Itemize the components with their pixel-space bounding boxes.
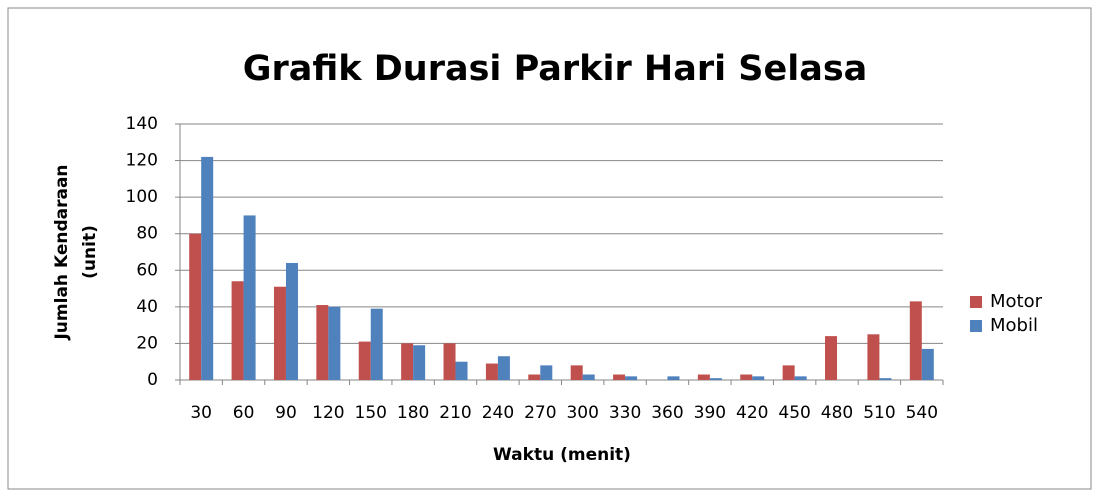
x-tick-label: 360 — [651, 403, 683, 423]
y-tick-label: 100 — [126, 187, 158, 207]
legend-label: Motor — [990, 291, 1043, 312]
x-tick-label: 330 — [609, 403, 641, 423]
legend-swatch — [970, 296, 982, 308]
bar — [497, 356, 510, 380]
bar — [443, 343, 456, 380]
x-tick-label: 390 — [694, 403, 726, 423]
bar — [879, 378, 892, 380]
x-tick-label: 150 — [355, 403, 387, 423]
bar — [921, 348, 934, 380]
bar — [570, 365, 583, 380]
bar — [273, 286, 286, 380]
x-tick-label: 480 — [821, 403, 853, 423]
x-tick-label: 120 — [312, 403, 344, 423]
bar — [485, 363, 498, 380]
bar — [582, 374, 595, 380]
bar — [709, 378, 722, 380]
y-tick-label: 0 — [147, 370, 158, 390]
bar — [231, 281, 244, 380]
bar — [613, 374, 626, 380]
y-tick-label: 80 — [136, 224, 158, 244]
x-tick-label: 90 — [275, 403, 297, 423]
chart-frame — [7, 7, 1092, 490]
y-tick-label: 140 — [126, 114, 158, 134]
bar — [740, 374, 753, 380]
x-tick-label: 510 — [863, 403, 895, 423]
x-tick-label: 210 — [439, 403, 471, 423]
y-axis-title: (unit) — [80, 225, 100, 279]
x-tick-label: 450 — [778, 403, 810, 423]
bar — [243, 215, 256, 380]
bar — [625, 376, 638, 380]
bar — [909, 301, 922, 380]
bar — [201, 156, 214, 380]
bar — [413, 345, 426, 380]
bar — [189, 233, 202, 380]
x-tick-label: 300 — [566, 403, 598, 423]
legend-swatch — [970, 320, 982, 332]
bar — [697, 374, 710, 380]
bar — [316, 305, 329, 380]
x-tick-label: 240 — [482, 403, 514, 423]
bar — [328, 306, 341, 380]
bar — [667, 376, 680, 380]
x-tick-label: 270 — [524, 403, 556, 423]
x-tick-label: 420 — [736, 403, 768, 423]
y-axis-title: Jumlah Kendaraan — [52, 164, 72, 340]
bar — [825, 336, 838, 380]
chart-title: Grafik Durasi Parkir Hari Selasa — [243, 49, 868, 89]
bar — [867, 334, 880, 380]
y-tick-label: 20 — [136, 333, 158, 353]
bar — [794, 376, 807, 380]
legend-label: Mobil — [990, 315, 1038, 336]
bar — [370, 308, 383, 380]
y-tick-label: 40 — [136, 297, 158, 317]
bar — [285, 262, 298, 380]
x-tick-label: 540 — [906, 403, 938, 423]
x-tick-label: 30 — [190, 403, 212, 423]
bar — [782, 365, 795, 380]
x-axis-title: Waktu (menit) — [493, 445, 631, 465]
bar — [540, 365, 553, 380]
bar — [455, 361, 468, 380]
bar — [358, 341, 371, 380]
y-tick-label: 120 — [126, 151, 158, 171]
bar — [401, 343, 414, 380]
x-tick-label: 60 — [233, 403, 255, 423]
x-tick-label: 180 — [397, 403, 429, 423]
bar — [528, 374, 541, 380]
y-tick-label: 60 — [136, 260, 158, 280]
bar — [752, 376, 765, 380]
